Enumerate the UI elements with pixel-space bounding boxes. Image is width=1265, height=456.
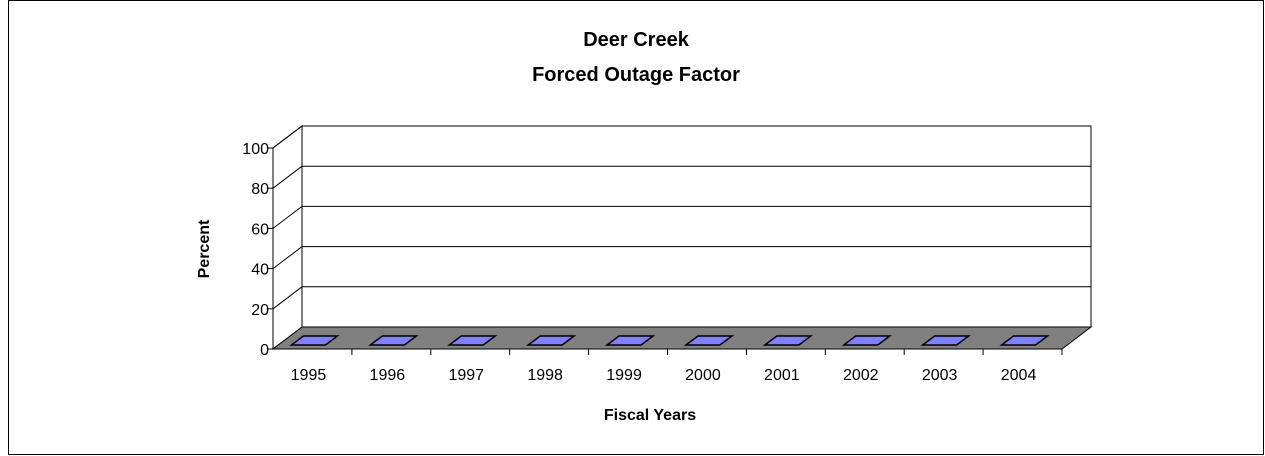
- x-tick-label: 2002: [843, 367, 879, 384]
- chart-subtitle: Forced Outage Factor: [532, 64, 740, 86]
- bar: [525, 335, 577, 346]
- y-axis-label: Percent: [196, 219, 213, 278]
- plot-side-wall: [272, 124, 303, 351]
- y-tick-label: 100: [242, 141, 269, 158]
- bar: [683, 335, 735, 346]
- x-tick-label: 1999: [606, 367, 642, 384]
- y-tick-label: 20: [251, 302, 269, 319]
- x-tick-label: 2000: [685, 367, 721, 384]
- bar: [604, 335, 656, 346]
- x-tick-label: 1997: [448, 367, 484, 384]
- bar: [447, 335, 498, 346]
- gridline-side: [272, 125, 303, 149]
- x-tick-label: 1995: [291, 367, 327, 384]
- chart-title: Deer Creek: [583, 29, 690, 51]
- gridline-side: [272, 206, 303, 229]
- x-axis-label: Fiscal Years: [604, 407, 696, 424]
- plot-area: 0 20 40 60 80 100 1995 1996 1997 1998 1999 2000 2001…: [242, 124, 1093, 384]
- y-tick-label: 80: [251, 181, 269, 198]
- x-tick-label: 1996: [370, 367, 406, 384]
- x-tick-label: 2003: [922, 367, 958, 384]
- y-tick-label: 60: [251, 221, 269, 238]
- gridline-side: [272, 246, 303, 269]
- bar: [841, 335, 892, 346]
- y-tick-label: 0: [260, 342, 269, 359]
- bar: [289, 335, 340, 346]
- x-tick-label: 2004: [1001, 367, 1037, 384]
- x-tick-label: 2001: [764, 367, 800, 384]
- bar: [999, 335, 1050, 346]
- bar: [368, 335, 419, 346]
- gridline-side: [272, 286, 303, 310]
- bar: [762, 335, 814, 346]
- plot-back-wall: [301, 125, 1092, 328]
- x-tick-label: 1998: [527, 367, 563, 384]
- gridline-side: [272, 165, 303, 189]
- bar: [920, 335, 971, 346]
- y-tick-label: 40: [251, 262, 269, 279]
